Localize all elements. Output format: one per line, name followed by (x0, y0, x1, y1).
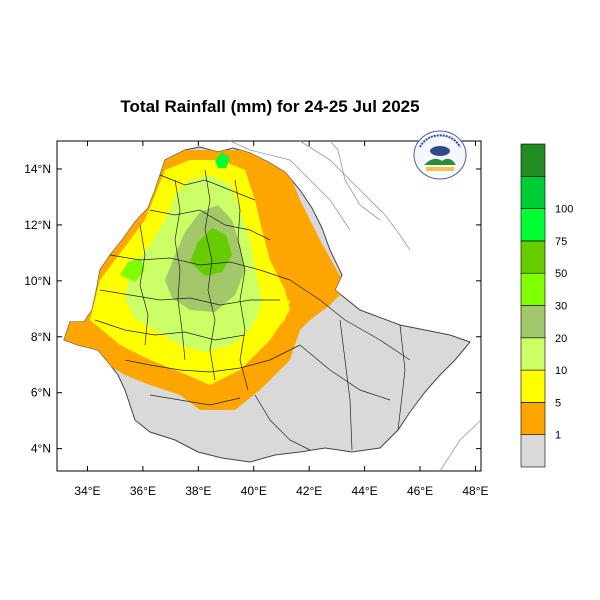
rain-zone-east-1-5mm (300, 290, 345, 320)
legend-swatch (520, 208, 546, 242)
boundary-line (234, 179, 249, 391)
eritrea-border (229, 140, 351, 231)
ethiopian-meteorology-institute-logo (413, 130, 467, 180)
legend-label: 30 (555, 301, 567, 313)
legend-label: 50 (555, 268, 567, 280)
legend-swatch (520, 272, 546, 306)
boundary-line (149, 209, 271, 241)
somalia-coast (439, 419, 482, 472)
boundary-line (254, 394, 311, 451)
legend-swatch (520, 143, 546, 177)
boundary-line (204, 169, 216, 381)
boundary-line (159, 174, 256, 201)
boundary-line (289, 279, 411, 361)
rain-zone-50-75mm (190, 228, 232, 276)
x-tick-label: 48°E (462, 484, 488, 498)
rain-zone-75-100mm (215, 152, 230, 168)
legend-label: 10 (555, 365, 567, 377)
administrative-boundaries (94, 169, 411, 451)
boundary-line (174, 179, 186, 361)
legend-label: 75 (555, 236, 567, 248)
x-tick-label: 42°E (296, 484, 322, 498)
rain-zone-east-5-10mm (250, 300, 290, 340)
y-tick-label: 4°N (31, 442, 51, 456)
boundary-line (109, 254, 291, 281)
legend-label: 5 (555, 397, 561, 409)
legend-label: 1 (555, 430, 561, 442)
boundary-line (397, 324, 406, 431)
boundary-line (94, 319, 246, 341)
x-tick-label: 36°E (130, 484, 156, 498)
boundary-line (299, 344, 391, 401)
legend-swatch (520, 402, 546, 435)
logo-banner (426, 167, 454, 171)
legend-label: 20 (555, 333, 567, 345)
legend-swatch (520, 434, 546, 468)
legend: 1 5 10 20 30 50 75 100 (520, 143, 573, 468)
boundary-line (124, 344, 301, 373)
x-tick-label: 38°E (185, 484, 211, 498)
cloud-icon (430, 146, 450, 156)
map-title: Total Rainfall (mm) for 24-25 Jul 2025 (120, 97, 420, 116)
x-tick-label: 46°E (407, 484, 433, 498)
legend-swatch (520, 176, 546, 209)
rain-zone-30-50mm (120, 258, 145, 282)
djibouti-border (329, 140, 381, 221)
y-tick-label: 8°N (31, 330, 51, 344)
y-tick-label: 14°N (24, 162, 51, 176)
logo-text-arc (419, 134, 461, 148)
legend-swatch (520, 337, 546, 371)
x-tick-label: 44°E (352, 484, 378, 498)
map-frame (56, 140, 482, 472)
neighbor-borders (229, 140, 482, 472)
boundary-line (149, 394, 241, 406)
y-tick-label: 6°N (31, 386, 51, 400)
red-sea-coast (299, 140, 411, 251)
boundary-line (339, 319, 353, 451)
x-tick-label: 34°E (74, 484, 100, 498)
x-tick-label: 40°E (241, 484, 267, 498)
y-tick-label: 10°N (24, 274, 51, 288)
legend-swatch (520, 240, 546, 274)
landscape-icon (424, 158, 456, 165)
legend-label: 100 (555, 204, 573, 216)
legend-swatch (520, 369, 546, 403)
axis-ticks: 34°E 36°E 38°E 40°E 42°E 44°E 46°E 48°E 14°N 12°N… (24, 141, 489, 498)
legend-swatch (520, 305, 546, 339)
y-tick-label: 12°N (24, 218, 51, 232)
boundary-line (99, 289, 280, 306)
boundary-line (139, 224, 149, 346)
